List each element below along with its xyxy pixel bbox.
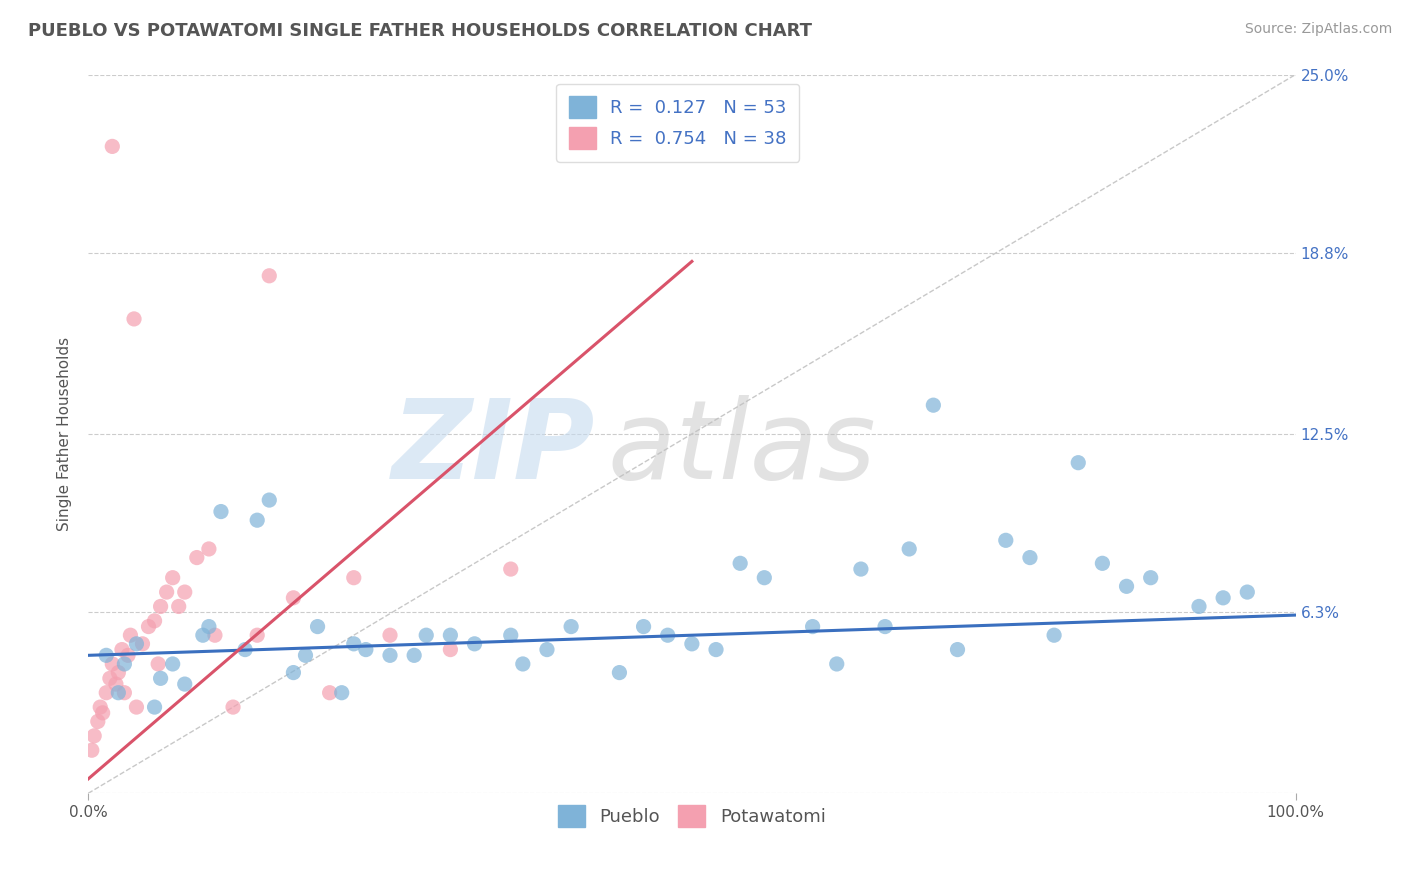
Point bbox=[378, 628, 401, 642]
Point bbox=[107, 686, 129, 700]
Point bbox=[439, 628, 461, 642]
Point bbox=[1139, 571, 1161, 585]
Point bbox=[343, 571, 366, 585]
Point bbox=[283, 591, 305, 605]
Point bbox=[173, 585, 195, 599]
Point bbox=[125, 637, 148, 651]
Point bbox=[330, 686, 353, 700]
Y-axis label: Single Father Households: Single Father Households bbox=[58, 337, 72, 531]
Point bbox=[499, 562, 522, 576]
Point bbox=[87, 714, 110, 729]
Point bbox=[294, 648, 316, 663]
Text: PUEBLO VS POTAWATOMI SINGLE FATHER HOUSEHOLDS CORRELATION CHART: PUEBLO VS POTAWATOMI SINGLE FATHER HOUSE… bbox=[28, 22, 813, 40]
Point bbox=[801, 619, 824, 633]
Point bbox=[209, 505, 232, 519]
Point bbox=[825, 657, 848, 671]
Point bbox=[560, 619, 582, 633]
Point bbox=[204, 628, 226, 642]
Point bbox=[91, 706, 114, 720]
Point bbox=[222, 700, 245, 714]
Point bbox=[101, 657, 124, 671]
Point bbox=[117, 648, 139, 663]
Point bbox=[162, 657, 184, 671]
Point bbox=[922, 398, 945, 412]
Point bbox=[96, 648, 118, 663]
Point bbox=[246, 628, 269, 642]
Point bbox=[246, 513, 269, 527]
Point bbox=[898, 541, 921, 556]
Point bbox=[89, 700, 111, 714]
Point bbox=[512, 657, 534, 671]
Point bbox=[609, 665, 631, 680]
Point bbox=[198, 541, 221, 556]
Point bbox=[307, 619, 329, 633]
Point bbox=[156, 585, 179, 599]
Point bbox=[112, 686, 135, 700]
Point bbox=[112, 657, 135, 671]
Point bbox=[186, 550, 208, 565]
Point bbox=[143, 614, 166, 628]
Point bbox=[149, 599, 172, 614]
Point bbox=[122, 312, 145, 326]
Point bbox=[104, 677, 127, 691]
Point bbox=[1091, 557, 1114, 571]
Point bbox=[83, 729, 105, 743]
Point bbox=[1067, 456, 1090, 470]
Point bbox=[191, 628, 214, 642]
Text: ZIP: ZIP bbox=[392, 395, 595, 502]
Point bbox=[143, 700, 166, 714]
Point bbox=[259, 493, 281, 508]
Point bbox=[148, 657, 170, 671]
Point bbox=[120, 628, 142, 642]
Point bbox=[1236, 585, 1258, 599]
Point bbox=[162, 571, 184, 585]
Point bbox=[198, 619, 221, 633]
Point bbox=[536, 642, 558, 657]
Point bbox=[149, 671, 172, 685]
Point bbox=[1188, 599, 1211, 614]
Point bbox=[415, 628, 437, 642]
Point bbox=[633, 619, 655, 633]
Point bbox=[354, 642, 377, 657]
Point bbox=[96, 686, 118, 700]
Text: atlas: atlas bbox=[607, 395, 876, 502]
Point bbox=[125, 700, 148, 714]
Point bbox=[404, 648, 426, 663]
Point bbox=[233, 642, 256, 657]
Point bbox=[138, 619, 160, 633]
Point bbox=[283, 665, 305, 680]
Point bbox=[464, 637, 486, 651]
Text: Source: ZipAtlas.com: Source: ZipAtlas.com bbox=[1244, 22, 1392, 37]
Point bbox=[111, 642, 134, 657]
Point bbox=[728, 557, 751, 571]
Point bbox=[439, 642, 461, 657]
Point bbox=[101, 139, 124, 153]
Point bbox=[754, 571, 776, 585]
Point bbox=[173, 677, 195, 691]
Point bbox=[259, 268, 281, 283]
Point bbox=[946, 642, 969, 657]
Point bbox=[849, 562, 872, 576]
Point bbox=[131, 637, 153, 651]
Point bbox=[1212, 591, 1234, 605]
Point bbox=[167, 599, 190, 614]
Point bbox=[1115, 579, 1137, 593]
Point bbox=[107, 665, 129, 680]
Point bbox=[318, 686, 340, 700]
Point bbox=[80, 743, 103, 757]
Legend: Pueblo, Potawatomi: Pueblo, Potawatomi bbox=[551, 798, 832, 835]
Point bbox=[657, 628, 679, 642]
Point bbox=[378, 648, 401, 663]
Point bbox=[1019, 550, 1042, 565]
Point bbox=[873, 619, 896, 633]
Point bbox=[1043, 628, 1066, 642]
Point bbox=[994, 533, 1017, 548]
Point bbox=[499, 628, 522, 642]
Point bbox=[681, 637, 703, 651]
Point bbox=[704, 642, 727, 657]
Point bbox=[98, 671, 121, 685]
Point bbox=[343, 637, 366, 651]
